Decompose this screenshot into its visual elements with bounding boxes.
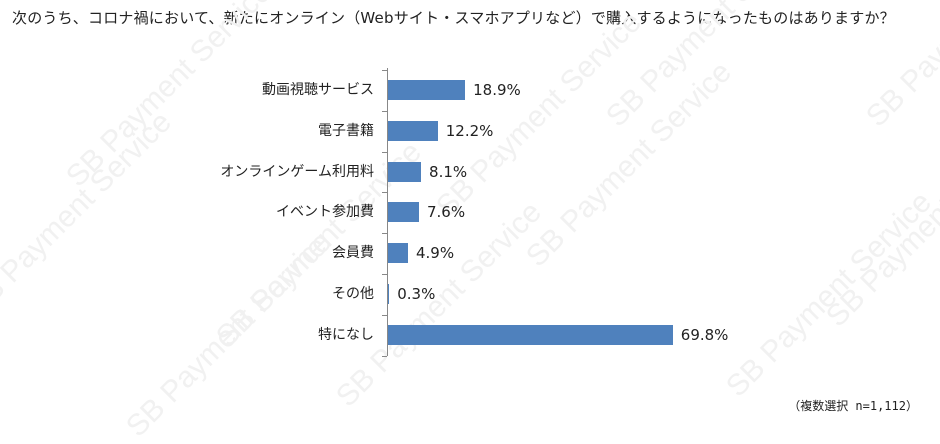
- category-label: 動画視聴サービス: [262, 82, 374, 98]
- y-axis-line: [387, 68, 388, 356]
- category-label: その他: [332, 286, 374, 302]
- category-label: イベント参加費: [276, 204, 374, 221]
- bar: [388, 120, 438, 141]
- value-label: 0.3%: [397, 285, 436, 303]
- watermark-text: SB Payment Service: [720, 185, 938, 404]
- bar: [388, 161, 422, 182]
- axis-tick: [382, 314, 387, 316]
- axis-tick: [382, 233, 387, 235]
- category-label: 会員費: [332, 245, 374, 262]
- watermark-text: SB Payment Service: [330, 195, 548, 414]
- axis-tick: [382, 274, 387, 275]
- category-label: 特になし: [318, 326, 374, 343]
- watermark-text: SB Payment Service: [520, 55, 738, 274]
- axis-tick: [382, 70, 387, 71]
- value-label: 7.6%: [427, 203, 466, 222]
- bar: [388, 284, 390, 304]
- watermark-text: SB Payment Service: [820, 115, 940, 334]
- bar: [388, 80, 466, 100]
- bar: [388, 202, 419, 223]
- value-label: 12.2%: [445, 121, 494, 140]
- axis-tick: [382, 110, 387, 112]
- category-label: オンラインゲーム利用料: [220, 163, 374, 180]
- value-label: 8.1%: [429, 162, 468, 181]
- sample-note: （複数選択 n=1,112）: [788, 399, 918, 413]
- axis-tick: [382, 355, 387, 357]
- value-label: 18.9%: [473, 81, 521, 99]
- bar: [388, 243, 408, 264]
- axis-tick: [382, 192, 387, 194]
- bar: [388, 324, 673, 345]
- category-label: 電子書籍: [318, 122, 374, 139]
- value-label: 4.9%: [415, 244, 455, 263]
- chart-title: 次のうち、コロナ禍において、新たにオンライン（Webサイト・スマホアプリなど）で…: [12, 9, 895, 27]
- watermark-text: SB Payment Service: [430, 5, 648, 224]
- axis-tick: [382, 151, 387, 153]
- value-label: 69.8%: [680, 325, 729, 344]
